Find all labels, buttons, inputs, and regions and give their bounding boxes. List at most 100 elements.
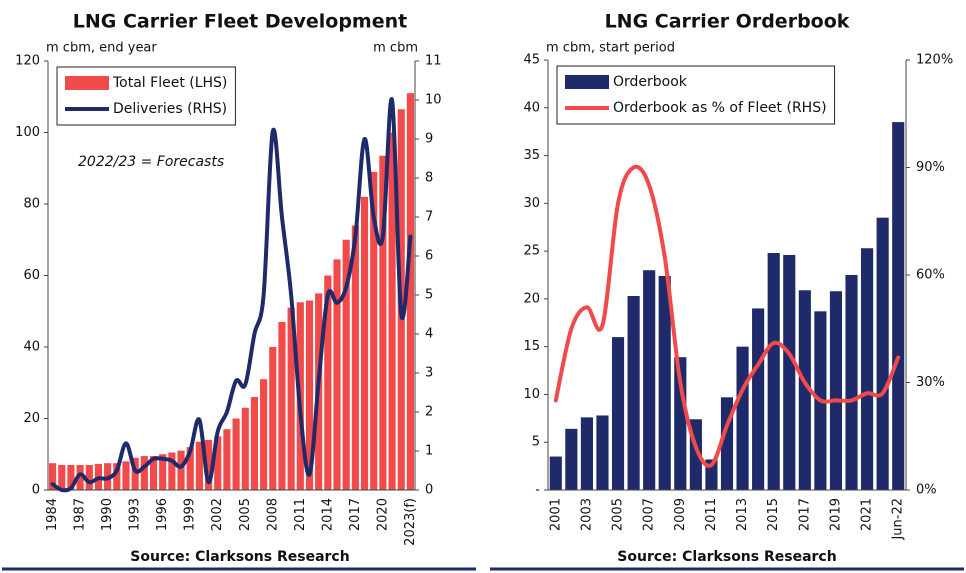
bar bbox=[549, 456, 562, 490]
y2-tick-label: 11 bbox=[425, 54, 442, 69]
bar bbox=[250, 397, 259, 490]
bar bbox=[783, 254, 796, 490]
bar bbox=[845, 275, 858, 490]
bar bbox=[627, 296, 640, 490]
y-tick-label: 15 bbox=[523, 339, 540, 354]
x-tick-label: 2005 bbox=[238, 498, 253, 531]
y2-tick-label: 30% bbox=[916, 375, 945, 390]
bar bbox=[241, 407, 249, 490]
x-tick-label: 2001 bbox=[548, 498, 563, 531]
y2-tick-label: 10 bbox=[425, 93, 442, 108]
y2-tick-label: 4 bbox=[425, 327, 433, 342]
bar bbox=[611, 337, 625, 490]
x-tick-label: 2009 bbox=[673, 498, 688, 531]
source: Source: Clarksons Research bbox=[617, 549, 836, 565]
y2-tick-label: 7 bbox=[425, 210, 433, 225]
bar bbox=[122, 461, 130, 490]
y2-tick-label: 0% bbox=[916, 483, 937, 498]
bar bbox=[269, 347, 277, 490]
bar bbox=[861, 248, 874, 490]
x-tick-label: 2007 bbox=[642, 498, 657, 531]
bar bbox=[767, 253, 780, 490]
legend-label: Total Fleet (LHS) bbox=[112, 75, 227, 91]
bar bbox=[214, 436, 222, 490]
line bbox=[553, 164, 901, 468]
y-tick-label: 0 bbox=[32, 483, 40, 498]
y2-tick-label: 120% bbox=[916, 53, 953, 68]
y2-tick-label: 8 bbox=[425, 171, 433, 186]
chart-title: LNG Carrier Fleet Development bbox=[73, 11, 407, 33]
bar bbox=[287, 307, 295, 490]
bar bbox=[149, 456, 158, 490]
line bbox=[50, 97, 413, 493]
bar bbox=[565, 428, 578, 490]
bar bbox=[49, 463, 57, 490]
x-tick-label: 1987 bbox=[73, 498, 88, 531]
bar bbox=[798, 290, 811, 490]
bar bbox=[58, 464, 66, 490]
legend-label: Orderbook bbox=[613, 74, 688, 90]
y2-tick-label: 3 bbox=[425, 366, 433, 381]
y-tick-label: 25 bbox=[523, 244, 540, 259]
y2-tick-label: 60% bbox=[916, 268, 945, 283]
y-tick-label: 80 bbox=[23, 197, 40, 212]
bar bbox=[829, 291, 843, 490]
bar bbox=[260, 379, 268, 490]
bar bbox=[406, 93, 414, 491]
y-tick-label: 45 bbox=[523, 53, 540, 68]
x-tick-label: 1984 bbox=[45, 498, 60, 531]
y-tick-label: 30 bbox=[523, 196, 540, 211]
annotation: 2022/23 = Forecasts bbox=[78, 154, 224, 170]
source: Source: Clarksons Research bbox=[130, 549, 349, 565]
bar bbox=[333, 259, 341, 490]
legend-swatch bbox=[65, 76, 109, 90]
legend-label: Deliveries (RHS) bbox=[113, 101, 227, 117]
bar bbox=[85, 464, 93, 490]
y-tick-label: 5 bbox=[532, 435, 540, 450]
bar bbox=[736, 346, 749, 490]
bar bbox=[876, 217, 889, 490]
bar bbox=[278, 321, 286, 490]
x-tick-label: 2017 bbox=[797, 498, 812, 531]
y-tick-label: 20 bbox=[23, 411, 40, 426]
bar bbox=[140, 456, 148, 490]
bar bbox=[177, 450, 185, 490]
x-tick-label: 2002 bbox=[210, 498, 225, 531]
bar bbox=[186, 447, 194, 490]
y2-tick-label: 2 bbox=[425, 405, 433, 420]
x-tick-label: 2014 bbox=[320, 498, 335, 531]
bar bbox=[232, 418, 240, 490]
y-tick-label: 35 bbox=[523, 148, 540, 163]
x-tick-label: Jun-22 bbox=[891, 498, 906, 541]
y-tick-label: 20 bbox=[523, 291, 540, 306]
legend-label: Orderbook as % of Fleet (RHS) bbox=[613, 100, 827, 116]
y-tick-label: 100 bbox=[15, 125, 40, 140]
bar bbox=[113, 463, 121, 490]
y-tick-label: 40 bbox=[523, 100, 540, 115]
x-tick-label: 1996 bbox=[155, 498, 170, 531]
y-tick-label: 10 bbox=[523, 387, 540, 402]
y2-tick-label: 90% bbox=[916, 160, 945, 175]
y-axis-label: m cbm, start period bbox=[546, 41, 675, 56]
y2-tick-label: 6 bbox=[425, 249, 433, 264]
y-tick-label: 120 bbox=[15, 54, 40, 69]
x-tick-label: 2003 bbox=[579, 498, 594, 531]
x-tick-label: 1990 bbox=[100, 498, 115, 531]
y2-tick-label: 1 bbox=[425, 444, 433, 459]
bar bbox=[351, 225, 359, 490]
x-tick-label: 2005 bbox=[611, 498, 626, 531]
bar bbox=[195, 441, 203, 490]
bar bbox=[643, 270, 656, 490]
y2-axis-label: m cbm bbox=[373, 41, 418, 56]
bar bbox=[892, 122, 905, 490]
bar bbox=[752, 308, 765, 490]
x-tick-label: 2013 bbox=[735, 498, 750, 531]
bar bbox=[67, 464, 75, 490]
bar bbox=[159, 454, 167, 490]
bar bbox=[658, 275, 671, 490]
y2-tick-label: 9 bbox=[425, 132, 433, 147]
y-tick-label: 40 bbox=[23, 340, 40, 355]
bar bbox=[379, 155, 387, 491]
bar bbox=[360, 196, 369, 490]
